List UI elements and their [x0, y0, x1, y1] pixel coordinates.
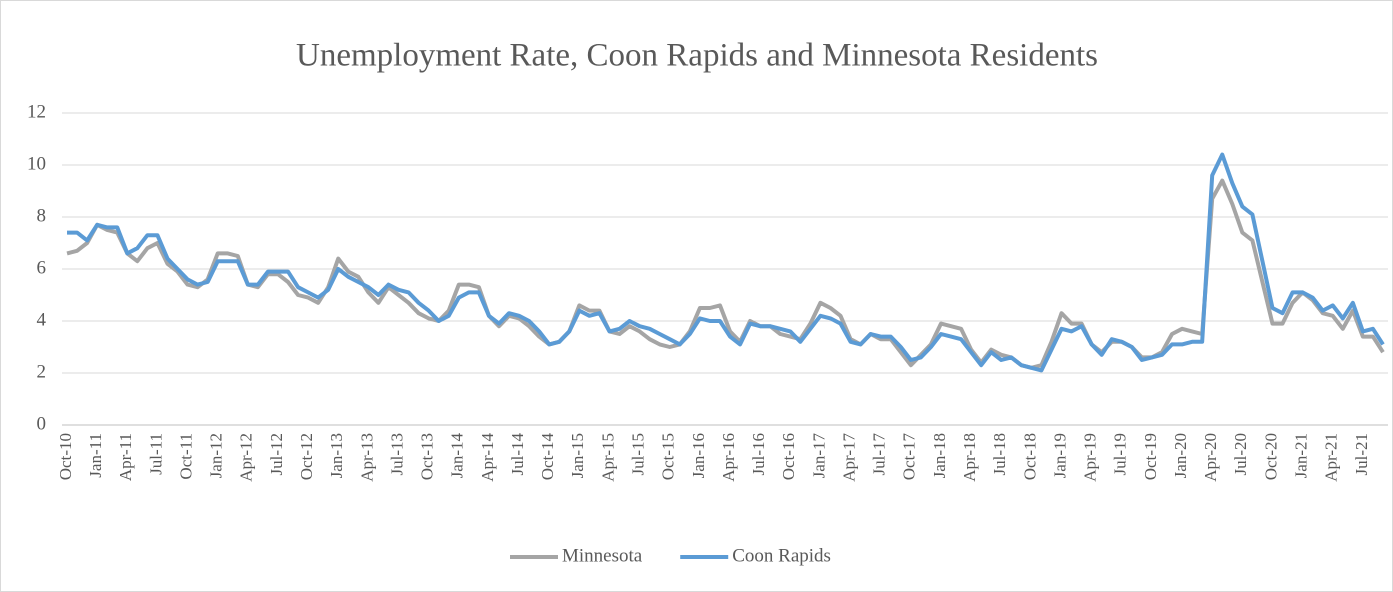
x-tick-label: Jan-16 — [689, 433, 708, 478]
x-tick-label: Apr-21 — [1322, 433, 1341, 482]
legend-label: Coon Rapids — [732, 545, 831, 566]
x-tick-label: Jul-13 — [387, 433, 406, 476]
x-tick-label: Apr-13 — [357, 433, 376, 482]
x-tick-label: Apr-18 — [960, 433, 979, 482]
x-tick-label: Jul-17 — [870, 433, 889, 476]
x-tick-label: Apr-19 — [1081, 433, 1100, 482]
legend-label: Minnesota — [562, 545, 643, 566]
y-tick-label: 0 — [37, 413, 47, 434]
x-tick-label: Apr-20 — [1201, 433, 1220, 482]
x-tick-label: Jan-12 — [207, 433, 226, 478]
x-tick-label: Apr-15 — [598, 433, 617, 482]
x-tick-label: Apr-14 — [478, 433, 497, 482]
y-tick-label: 10 — [27, 153, 46, 174]
x-tick-label: Jul-11 — [146, 433, 165, 475]
x-tick-label: Oct-13 — [418, 433, 437, 480]
x-tick-label: Jul-15 — [629, 433, 648, 476]
y-tick-label: 12 — [27, 101, 46, 122]
y-tick-label: 8 — [37, 205, 47, 226]
x-tick-label: Jan-18 — [930, 433, 949, 478]
x-tick-label: Jul-12 — [267, 433, 286, 476]
x-tick-label: Jan-11 — [86, 433, 105, 478]
chart-title: Unemployment Rate, Coon Rapids and Minne… — [296, 38, 1098, 74]
x-tick-label: Jul-20 — [1231, 433, 1250, 476]
series-line — [66, 178, 1385, 370]
x-tick-label: Oct-11 — [176, 433, 195, 480]
x-tick-label: Jan-20 — [1171, 433, 1190, 478]
x-tick-label: Apr-16 — [719, 433, 738, 482]
x-tick-label: Jul-18 — [990, 433, 1009, 476]
x-tick-label: Jan-14 — [448, 433, 467, 479]
x-tick-label: Apr-17 — [839, 433, 858, 482]
x-tick-label: Oct-15 — [659, 433, 678, 480]
x-tick-label: Jan-19 — [1050, 433, 1069, 478]
x-tick-label: Jul-16 — [749, 433, 768, 476]
series-line — [67, 152, 1385, 373]
x-tick-label: Jan-15 — [568, 433, 587, 478]
x-tick-label: Oct-17 — [900, 433, 919, 481]
x-tick-label: Oct-12 — [297, 433, 316, 480]
x-tick-label: Jul-14 — [508, 433, 527, 476]
x-tick-label: Oct-14 — [538, 433, 557, 481]
y-tick-label: 6 — [37, 257, 47, 278]
x-tick-label: Jan-17 — [809, 433, 828, 479]
x-tick-label: Apr-12 — [237, 433, 256, 482]
x-tick-label: Oct-20 — [1261, 433, 1280, 480]
x-tick-label: Jan-21 — [1292, 433, 1311, 478]
x-tick-label: Jul-19 — [1111, 433, 1130, 476]
x-tick-label: Oct-18 — [1020, 433, 1039, 480]
x-tick-label: Jul-21 — [1352, 433, 1371, 476]
x-tick-label: Apr-11 — [116, 433, 135, 481]
x-tick-label: Oct-19 — [1141, 433, 1160, 480]
y-tick-label: 4 — [37, 309, 47, 330]
y-tick-label: 2 — [37, 361, 47, 382]
x-tick-label: Jan-13 — [327, 433, 346, 478]
x-tick-label: Oct-16 — [779, 433, 798, 480]
x-tick-label: Oct-10 — [56, 433, 75, 480]
